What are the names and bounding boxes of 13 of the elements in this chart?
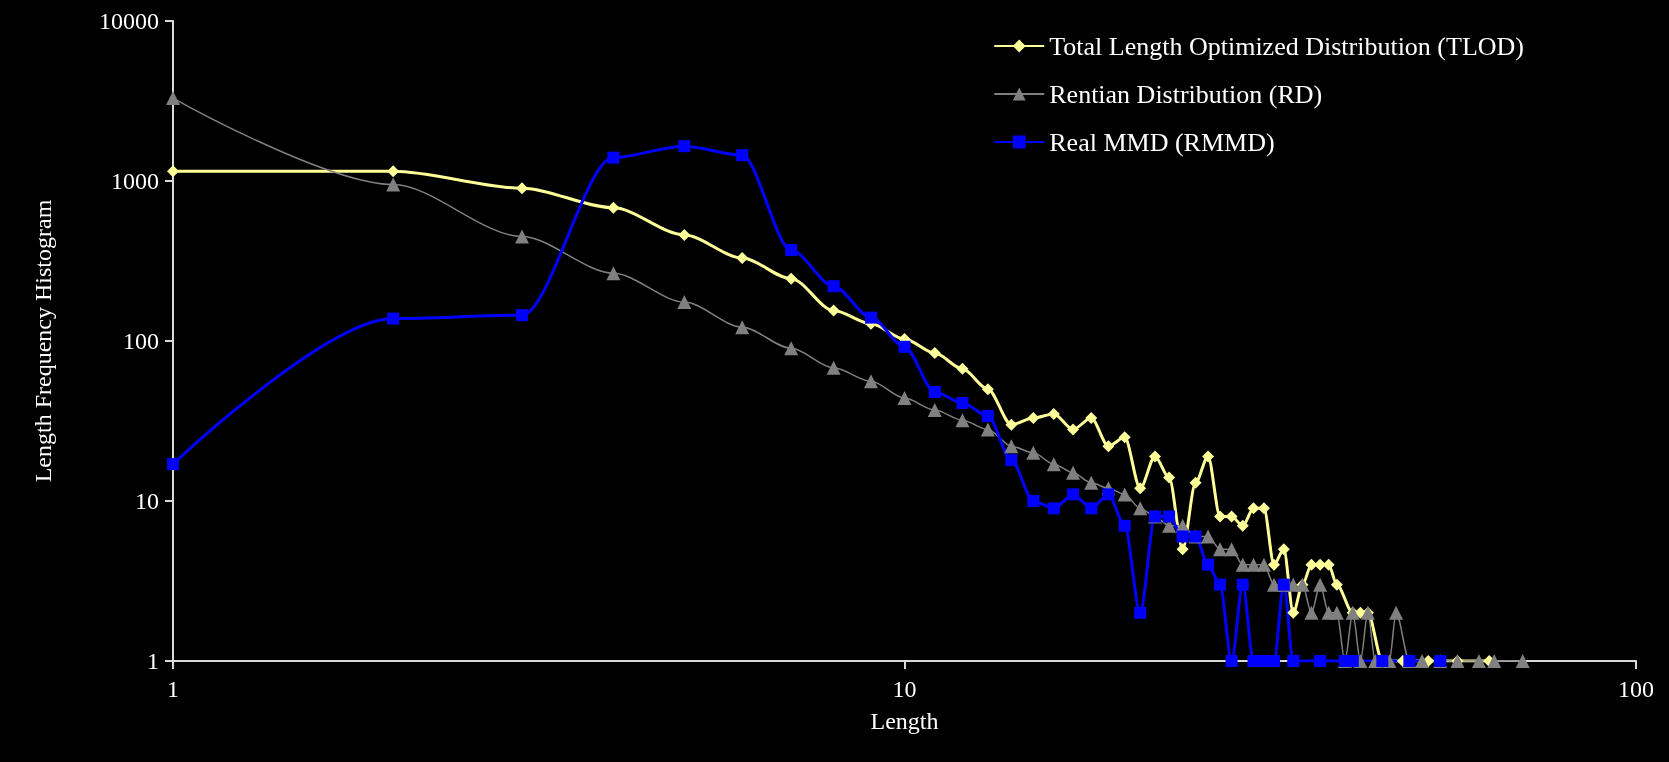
y-tick-label: 1000 (111, 168, 159, 194)
legend-label: Real MMD (RMMD) (1049, 127, 1275, 157)
x-axis-title: Length (870, 708, 939, 734)
x-tick-label: 1 (167, 676, 179, 702)
y-axis-title: Length Frequency Histogram (30, 199, 56, 483)
y-tick-label: 100 (123, 328, 159, 354)
y-tick-label: 10 (135, 488, 159, 514)
legend-label: Rentian Distribution (RD) (1049, 79, 1323, 109)
x-tick-label: 10 (892, 676, 917, 702)
y-tick-label: 1 (147, 648, 159, 674)
x-tick-label: 100 (1618, 676, 1654, 702)
y-tick-label: 10000 (99, 8, 159, 34)
legend-label: Total Length Optimized Distribution (TLOD) (1049, 31, 1525, 61)
